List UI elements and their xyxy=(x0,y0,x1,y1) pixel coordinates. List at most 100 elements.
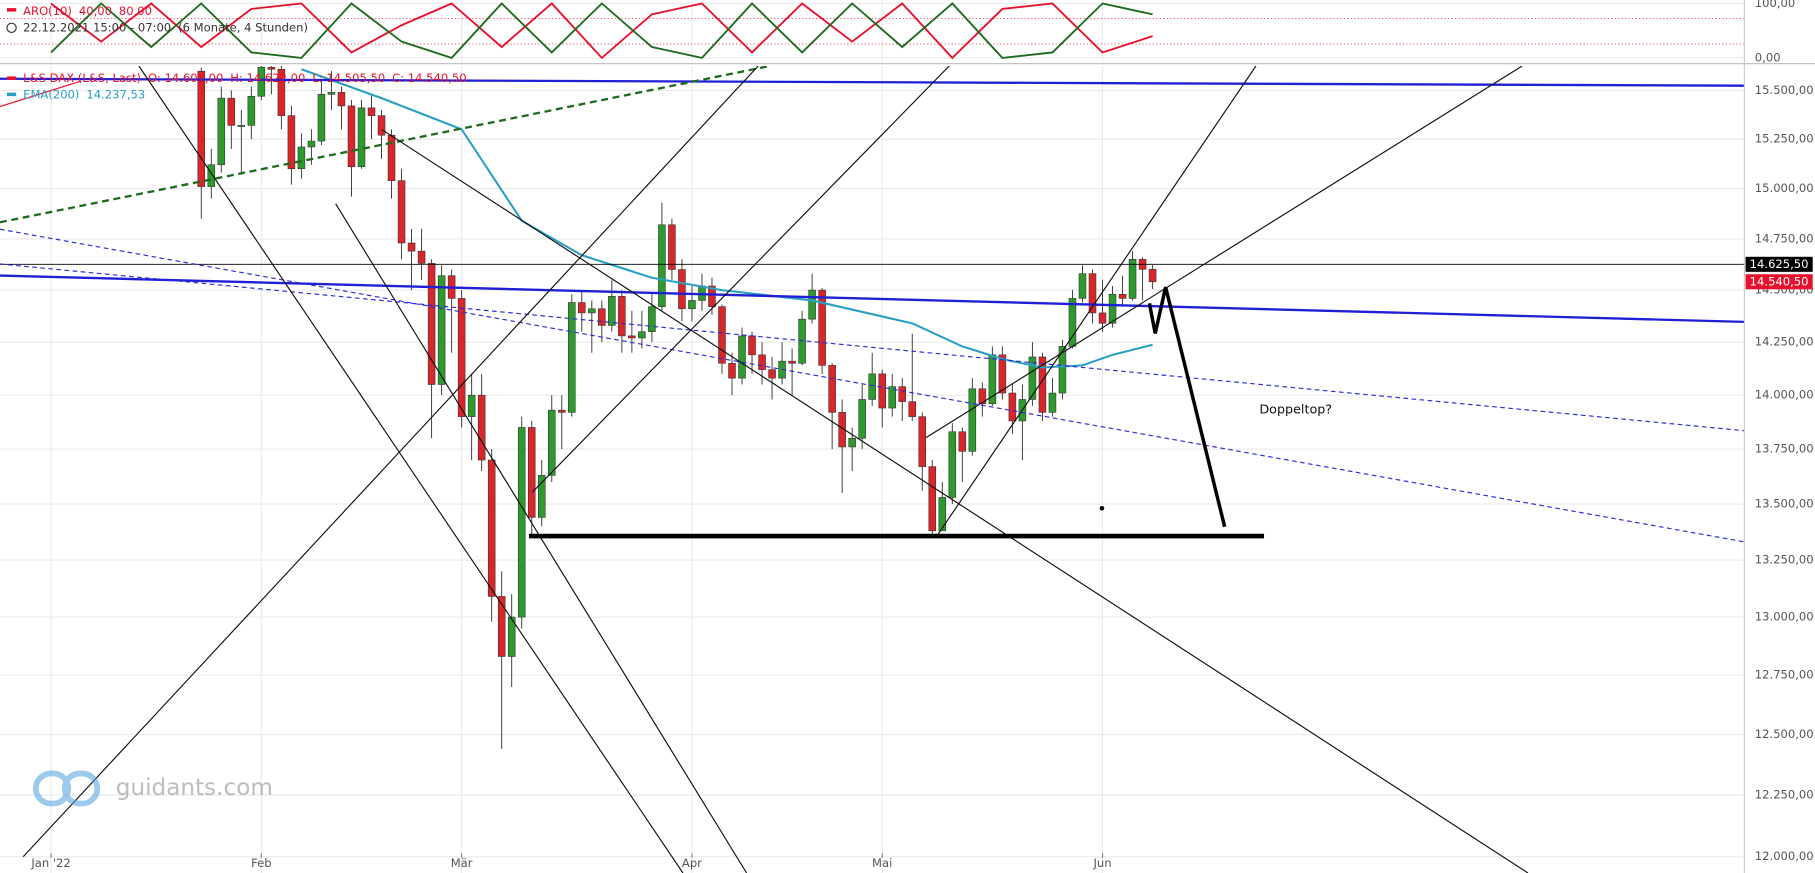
trend-line xyxy=(925,65,1523,439)
candle-body xyxy=(477,394,486,461)
candle-body xyxy=(878,373,886,409)
candle-body xyxy=(207,164,216,187)
oscillator-levels xyxy=(0,18,1745,45)
candle-body xyxy=(517,427,526,618)
candle-body xyxy=(828,365,836,413)
y-tick-label: 14.750,00 xyxy=(1755,231,1814,245)
candle-body xyxy=(1128,259,1137,299)
candle-body xyxy=(247,95,256,126)
candle-body xyxy=(718,306,726,364)
candle-body xyxy=(688,300,696,310)
candle-body xyxy=(217,97,226,166)
candle-body xyxy=(327,92,336,95)
y-tick-label: 13.750,00 xyxy=(1755,442,1814,456)
candle-body xyxy=(487,459,496,597)
y-tick-label: 13.000,00 xyxy=(1755,610,1814,624)
trend-line xyxy=(0,80,82,108)
candle-body xyxy=(958,431,967,452)
legend-marker xyxy=(6,92,17,97)
legend-text: 22.12.2021 15:00 - 07:00 xyxy=(23,20,171,34)
y-tick-label: 100,00 xyxy=(1755,0,1795,10)
legend-text: O: 14.601,00 xyxy=(148,71,223,85)
candle-body xyxy=(758,354,766,370)
candle-body xyxy=(558,409,566,413)
annotation: Doppeltop? xyxy=(1259,402,1332,417)
candle-body xyxy=(788,360,796,364)
indicator-line xyxy=(50,2,1153,60)
legend-text: H: 14.622,00 xyxy=(230,71,305,85)
legend-marker xyxy=(6,8,17,12)
candle-body xyxy=(628,335,636,339)
candle-body xyxy=(1148,269,1157,283)
candle-body xyxy=(367,107,376,116)
legend-text: ARO(10) xyxy=(23,4,72,18)
candle-body xyxy=(618,296,626,337)
watermark: guidants.com xyxy=(32,770,273,807)
x-tick-label: Mär xyxy=(451,856,473,870)
candle-body xyxy=(928,466,937,532)
trend-line xyxy=(532,65,950,493)
candle-body xyxy=(497,596,506,657)
candle-body xyxy=(858,399,866,439)
trend-line xyxy=(381,129,1529,873)
candle-body xyxy=(748,335,756,356)
candle-body xyxy=(728,362,736,379)
candle-body xyxy=(608,296,616,326)
candle-body xyxy=(397,180,406,244)
candle-body xyxy=(898,386,906,402)
price-tag-label: 14.625,50 xyxy=(1750,257,1809,271)
candle-body xyxy=(1088,273,1097,314)
candle-body xyxy=(1028,356,1037,400)
candle-body xyxy=(588,308,596,314)
candle-body xyxy=(1108,293,1117,324)
legend-text: L: 14.505,50 xyxy=(312,71,385,85)
candle-body xyxy=(257,67,266,97)
candle-body xyxy=(1118,293,1127,299)
candle-body xyxy=(948,431,957,498)
candle-body xyxy=(537,475,546,518)
y-tick-label: 0,00 xyxy=(1755,50,1781,64)
candle-body xyxy=(417,250,426,264)
x-tick-label: Jan '22 xyxy=(30,856,70,870)
candle-body xyxy=(437,275,446,385)
y-tick-label: 13.500,00 xyxy=(1755,497,1814,511)
trend-line xyxy=(138,65,684,873)
y-tick-label: 14.000,00 xyxy=(1755,388,1814,402)
x-tick-label: Jun xyxy=(1092,856,1111,870)
candle-body xyxy=(938,497,947,532)
candle-body xyxy=(507,616,516,657)
y-tick-label: 12.500,00 xyxy=(1755,727,1814,741)
trend-line xyxy=(22,65,759,858)
trend-line xyxy=(937,65,1257,536)
trend-line xyxy=(0,274,1745,324)
y-tick-label: 12.750,00 xyxy=(1755,668,1814,682)
candle-body xyxy=(197,70,206,187)
candle-body xyxy=(277,68,286,116)
candle-body xyxy=(1048,392,1057,413)
candle-body xyxy=(968,388,977,452)
candle-body xyxy=(1098,312,1107,324)
legend-text: L&S DAX (L&S, Last) xyxy=(23,71,141,85)
candle-body xyxy=(638,331,646,339)
trend-line xyxy=(0,77,1745,87)
labels: 12.000,00 12.250,00 12.500,00 12.750,00 13.0… xyxy=(6,0,1814,870)
candle-body xyxy=(227,97,236,126)
candle-body xyxy=(808,289,816,320)
candle-body xyxy=(287,115,296,170)
forecast-arrow xyxy=(1147,286,1227,528)
price-tag xyxy=(1745,256,1813,272)
candle-body xyxy=(658,224,666,307)
candle-body xyxy=(918,416,927,467)
dashed-line xyxy=(0,65,770,224)
candle-body xyxy=(427,263,436,385)
y-tick-label: 15.000,00 xyxy=(1755,181,1814,195)
candle-body xyxy=(237,125,246,127)
x-tick-label: Mai xyxy=(872,856,892,870)
candle-body xyxy=(547,409,556,476)
legend-text: EMA(200) xyxy=(23,87,79,101)
candle-body xyxy=(1008,392,1017,422)
candle-body xyxy=(978,388,987,405)
y-tick-label: 15.250,00 xyxy=(1755,132,1814,146)
candle-body xyxy=(708,285,716,307)
